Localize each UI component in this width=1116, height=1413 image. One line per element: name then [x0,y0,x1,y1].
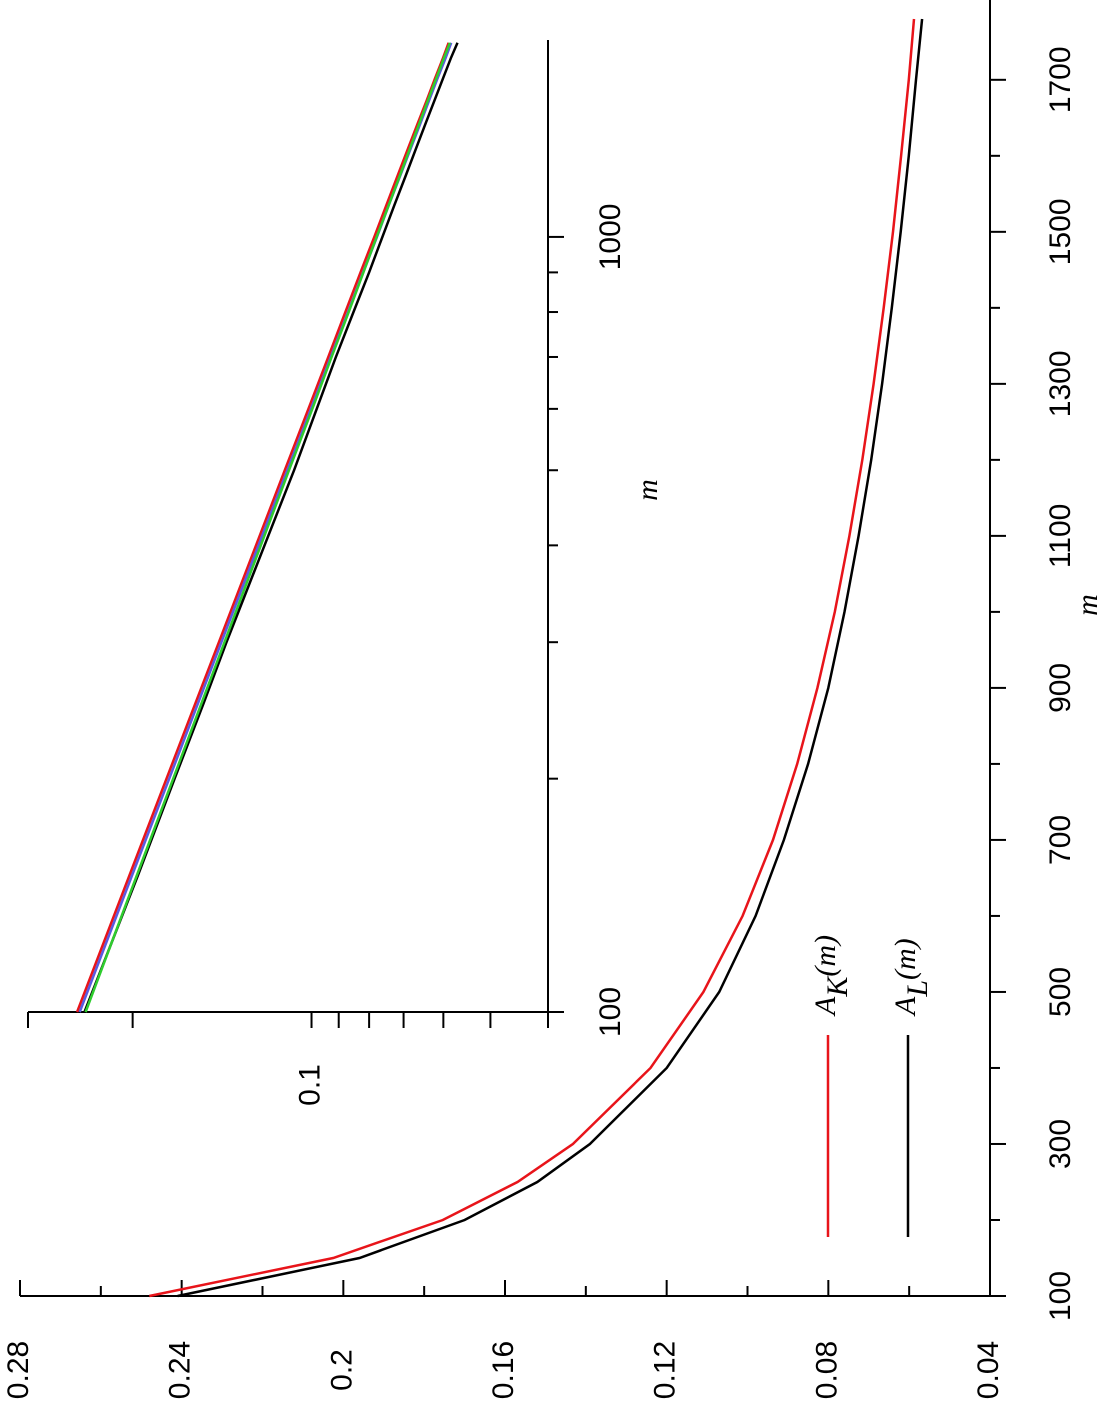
series-line [83,42,459,1013]
x-axis-label: m [631,479,664,501]
x-tick-label: 1100 [1044,504,1077,569]
x-tick-label: 900 [1044,663,1077,713]
y-tick-label: 0.08 [810,1341,843,1399]
x-axis-label: m [1071,594,1104,616]
x-tick-label: 1300 [1044,350,1077,417]
series-line [75,42,450,1013]
x-tick-label: 1500 [1044,198,1077,265]
series-line [177,18,924,1298]
series-line [149,18,916,1298]
series-line [84,42,452,1013]
x-tick-label: 500 [1044,967,1077,1017]
y-tick-label: 0.2 [325,1349,358,1391]
legend-label: AL(m) [889,938,934,1017]
x-tick-label: 700 [1044,815,1077,865]
x-tick-label: 1000 [594,204,627,271]
legend-label: AK(m) [809,935,854,1017]
y-tick-label: 0.1 [293,1064,326,1106]
y-tick-label: 0.04 [972,1341,1005,1399]
y-tick-label: 0.12 [649,1341,682,1399]
x-tick-label: 1700 [1044,46,1077,113]
x-tick-label: 100 [594,987,627,1037]
x-tick-label: 100 [1044,1271,1077,1321]
y-tick-label: 0.28 [2,1341,35,1399]
x-tick-label: 300 [1044,1119,1077,1169]
y-tick-label: 0.24 [164,1341,197,1399]
y-tick-label: 0.16 [487,1341,520,1399]
